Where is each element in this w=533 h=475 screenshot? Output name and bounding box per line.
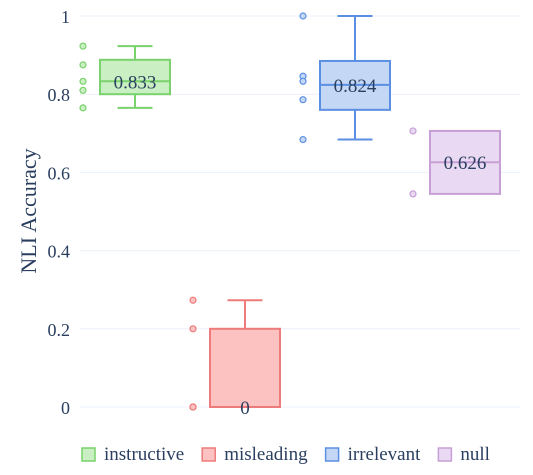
median-label: 0	[240, 398, 250, 419]
data-point	[79, 86, 87, 94]
legend-swatch	[201, 447, 216, 462]
y-tick-label: 0.6	[48, 163, 71, 183]
data-point	[189, 296, 197, 304]
data-point	[299, 96, 307, 104]
legend-item-misleading[interactable]: misleading	[201, 444, 308, 465]
legend-label: null	[460, 444, 490, 465]
box-irrelevant: 0.824	[299, 12, 391, 144]
data-point	[299, 135, 307, 144]
data-point	[79, 42, 87, 50]
median-label: 0.824	[334, 76, 377, 97]
box-misleading: 0	[189, 296, 281, 419]
legend: instructive misleading irrelevant null	[81, 444, 490, 465]
legend-label: instructive	[104, 444, 184, 465]
data-point	[409, 190, 417, 198]
data-point	[79, 77, 87, 85]
box-instructive: 0.833	[79, 42, 171, 112]
data-point	[189, 403, 197, 411]
median-label: 0.833	[114, 72, 157, 93]
data-point	[79, 61, 87, 69]
box-null: 0.626	[409, 127, 501, 198]
data-point	[409, 127, 417, 135]
legend-swatch	[324, 447, 340, 462]
boxes: 0.833 0 0.824 0.626	[79, 12, 501, 419]
y-tick-label: 0	[61, 398, 70, 418]
box-body	[99, 58, 171, 96]
box-body	[209, 327, 281, 408]
data-point	[299, 77, 307, 85]
legend-item-null[interactable]: null	[437, 444, 490, 465]
data-point	[189, 325, 197, 333]
legend-item-irrelevant[interactable]: irrelevant	[324, 444, 422, 465]
y-axis-label: NLI Accuracy	[16, 148, 41, 273]
legend-label: irrelevant	[348, 444, 422, 465]
median-label: 0.626	[444, 153, 487, 174]
legend-label: misleading	[224, 444, 308, 465]
legend-swatch	[437, 447, 453, 462]
y-tick-label: 0.4	[48, 242, 71, 262]
data-point	[79, 104, 87, 112]
legend-item-instructive[interactable]: instructive	[81, 444, 184, 465]
y-tick-label: 0.2	[48, 320, 71, 340]
legend-swatch	[81, 447, 96, 462]
y-tick-label: 0.8	[48, 85, 71, 105]
data-point	[299, 12, 307, 20]
y-tick-label: 1	[61, 7, 70, 27]
y-tick-labels: 0 0.2 0.4 0.6 0.8 1	[48, 7, 71, 418]
